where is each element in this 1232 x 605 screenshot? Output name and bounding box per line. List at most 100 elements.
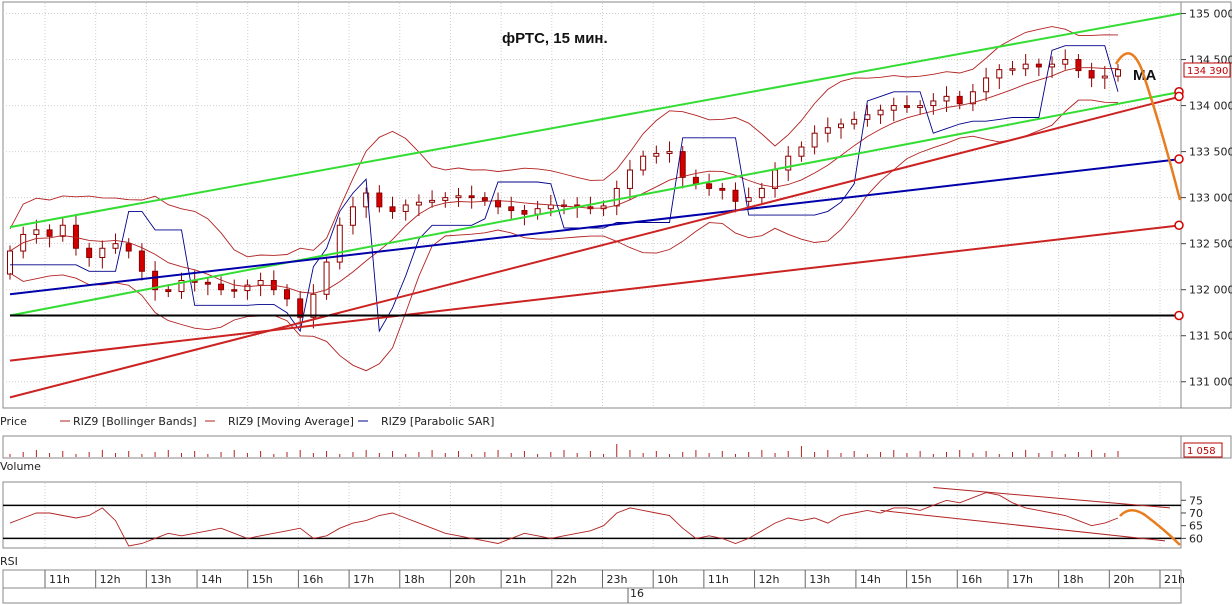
candle-body [1075, 59, 1082, 72]
time-tick-label: 21h [1164, 573, 1185, 586]
green-channel-mid [9, 90, 1182, 317]
candle-body [508, 206, 515, 212]
candle-body [481, 197, 488, 201]
price-tick-label: 133 000 [1189, 192, 1232, 205]
price-tick-label: 134 000 [1189, 100, 1232, 113]
candle-body [1115, 69, 1121, 77]
price-tick-label: 135 000 [1189, 8, 1232, 21]
price-tick-label: 131 500 [1189, 330, 1232, 343]
candle-body [653, 152, 660, 157]
candle-body [1035, 63, 1042, 68]
time-tick-label: 20h [1113, 573, 1134, 586]
forecast-arrow [1114, 52, 1182, 201]
candle-body [112, 243, 119, 249]
candle-body [666, 151, 673, 154]
legend-bollinger: RIZ9 [Bollinger Bands] [73, 415, 197, 428]
candle-body [811, 132, 818, 148]
parabolic-sar [10, 45, 1119, 333]
candle-body [838, 123, 844, 129]
candle-body [402, 204, 409, 212]
volume-value-box [1183, 442, 1223, 458]
trend-line-end-marker [1174, 91, 1184, 102]
candle-body [890, 105, 897, 111]
candle-body [1101, 75, 1108, 79]
time-tick-label: 18h [404, 573, 425, 586]
candle-body [547, 204, 554, 210]
price-tick-label: 132 000 [1189, 284, 1232, 297]
candle-body [389, 206, 396, 212]
time-tick-label: 18h [1063, 573, 1084, 586]
time-tick-label: 17h [1012, 573, 1033, 586]
candle-body [956, 95, 963, 105]
legend-parabolic-sar: RIZ9 [Parabolic SAR] [381, 415, 494, 428]
candle-body [468, 195, 475, 199]
rsi-tick-label: 60 [1189, 532, 1203, 545]
candle-body [349, 206, 356, 226]
candle-body [495, 199, 502, 208]
price-tick-label: 133 500 [1189, 146, 1232, 159]
candle-body [125, 243, 132, 252]
candle-body [1088, 70, 1095, 79]
candle-body [798, 146, 805, 157]
green-channel-top [9, 12, 1182, 229]
price-tick-label: 131 000 [1189, 376, 1232, 389]
candle-body [7, 250, 13, 275]
candle-body [943, 95, 950, 102]
last-price-box [1183, 62, 1231, 78]
candle-body [336, 224, 343, 263]
legend-bar [0, 410, 1232, 430]
candle-body [864, 114, 871, 120]
candle-body [1009, 68, 1016, 71]
volume-panel-label: Volume [0, 460, 41, 473]
time-tick-label: 11h [49, 573, 70, 586]
candle-body [785, 155, 792, 171]
axes: 131 000 131 500 132 000 132 500 133 000 133 5… [3, 8, 1232, 603]
chart-title: фРТС, 15 мин. [502, 30, 608, 47]
candle-body [33, 229, 40, 235]
candle-body [1022, 63, 1029, 70]
red-trend-steep [9, 95, 1182, 399]
red-trend-low [9, 224, 1182, 362]
candles [7, 49, 1121, 329]
candle-body [640, 155, 647, 171]
candle-body [297, 298, 304, 318]
bollinger-lower [9, 99, 1119, 372]
candle-body [824, 127, 831, 134]
candle-body [983, 77, 990, 93]
candle-body [877, 109, 884, 116]
trend-line-end-marker [1174, 220, 1184, 231]
candle-body [284, 289, 290, 300]
candle-body [745, 197, 752, 202]
candle-body [996, 69, 1003, 79]
time-tick-label: 15h [252, 573, 273, 586]
candle-body [323, 261, 330, 295]
time-tick-label: 21h [505, 573, 526, 586]
candle-body [772, 169, 779, 189]
time-tick-label: 11h [708, 573, 729, 586]
candle-body [244, 284, 251, 292]
time-axis [2, 569, 1182, 604]
candle-body [692, 176, 699, 185]
trend-line-end-marker [1174, 310, 1184, 321]
time-tick-label: 12h [100, 573, 121, 586]
candle-body [99, 247, 106, 258]
candle-body [521, 210, 528, 215]
time-tick-label: 14h [201, 573, 222, 586]
candle-body [46, 229, 53, 237]
legend-price: Price [0, 415, 27, 428]
legend-moving-average: RIZ9 [Moving Average] [228, 415, 354, 428]
time-tick-label: 12h [759, 573, 780, 586]
candle-body [1062, 59, 1069, 65]
candle-body [442, 197, 449, 201]
candle-body [415, 201, 422, 206]
blue-trend [9, 157, 1182, 296]
candle-body [1049, 63, 1056, 68]
time-tick-label: 13h [150, 573, 171, 586]
candle-body [903, 105, 910, 108]
candle-body [626, 169, 633, 189]
candle-body [930, 100, 937, 107]
time-tick-label: 14h [860, 573, 881, 586]
candle-body [204, 281, 211, 285]
volume-value-label: 1 058 [1187, 446, 1216, 457]
rsi-tick-label: 75 [1189, 494, 1203, 507]
